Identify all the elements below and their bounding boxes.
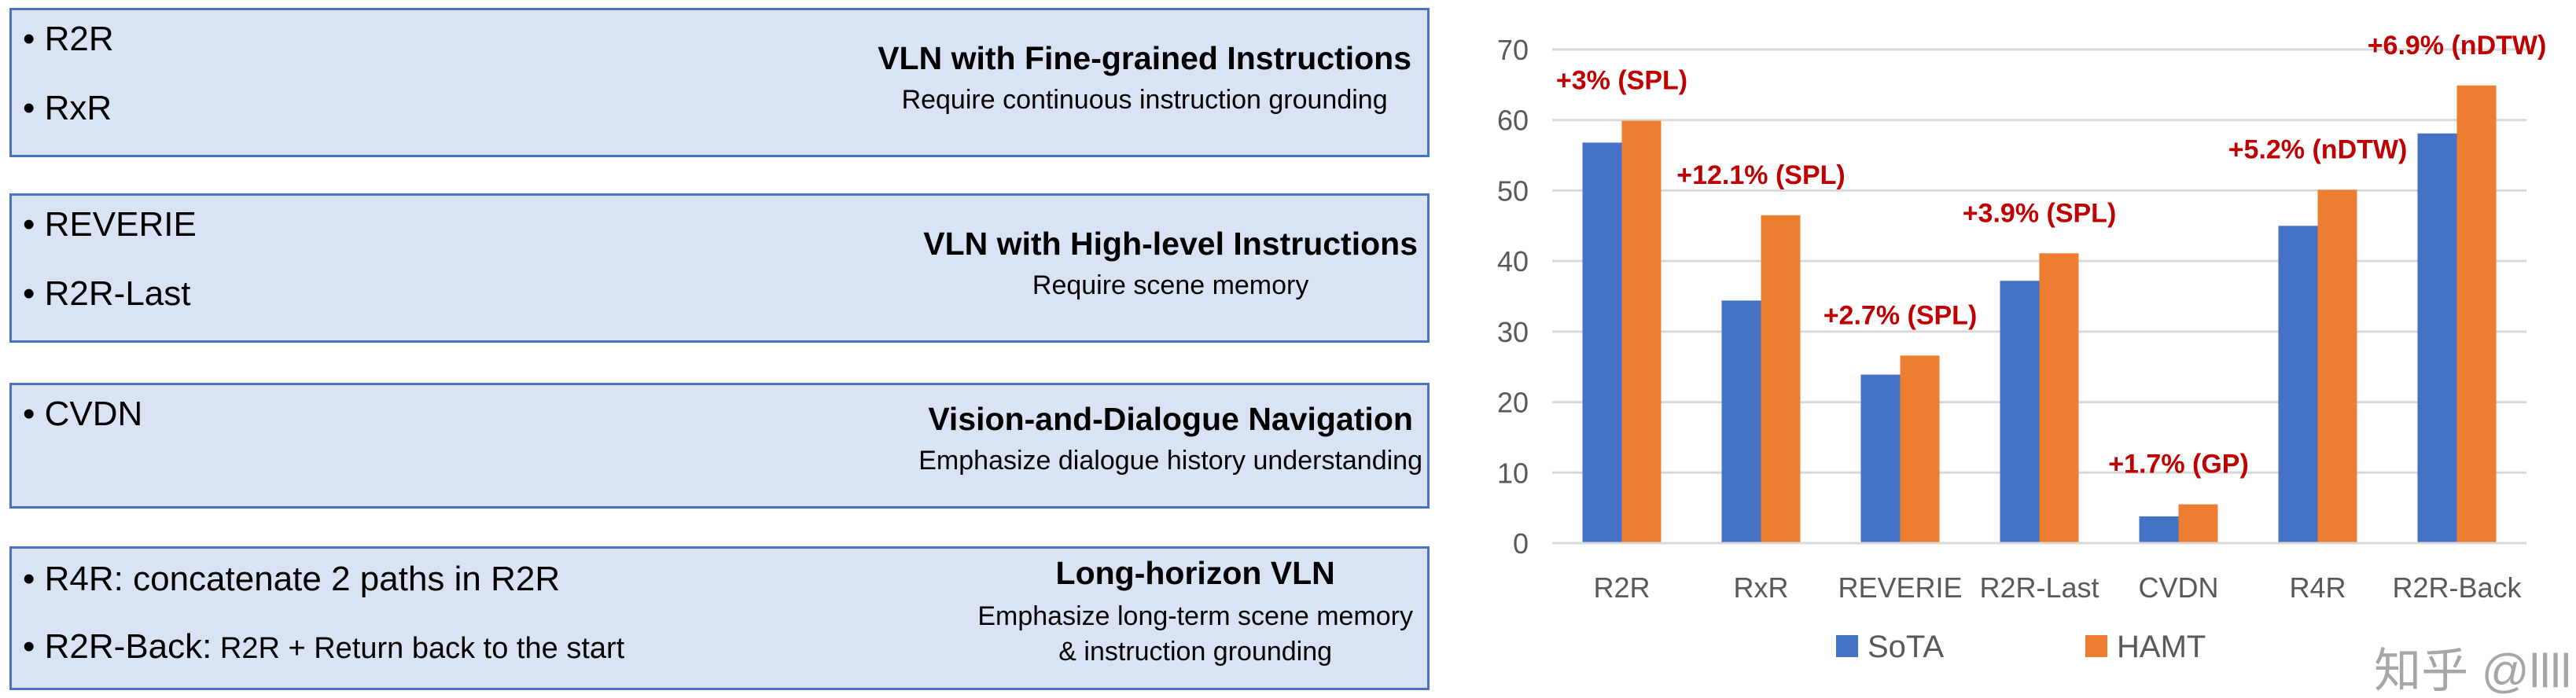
category-title: Long-horizon VLN bbox=[1055, 555, 1335, 591]
panel-high-level: REVERIE R2R-Last VLN with High-level Ins… bbox=[9, 193, 1430, 343]
x-tick-label: R4R bbox=[2289, 571, 2346, 604]
bar-sota bbox=[1860, 374, 1901, 543]
legend-swatch-hamt bbox=[2085, 635, 2107, 657]
y-tick-label: 30 bbox=[1497, 316, 1529, 348]
dataset-item: RxR bbox=[23, 89, 112, 128]
bar-sota bbox=[1721, 300, 1761, 543]
category-title: VLN with Fine-grained Instructions bbox=[878, 40, 1411, 76]
bar-sota bbox=[2278, 226, 2318, 543]
dataset-item: R2R bbox=[23, 20, 114, 59]
bar-sota bbox=[2417, 133, 2457, 543]
improvement-label: +6.9% (nDTW) bbox=[2368, 31, 2547, 61]
panel-fine-grained: R2R RxR VLN with Fine-grained Instructio… bbox=[9, 8, 1430, 157]
legend-label: SoTA bbox=[1868, 630, 1944, 664]
dataset-item: R2R-Last bbox=[23, 274, 191, 314]
dataset-name: R2R-Back: bbox=[44, 627, 212, 666]
category-title: Vision-and-Dialogue Navigation bbox=[928, 401, 1413, 437]
category-block: VLN with Fine-grained Instructions Requi… bbox=[878, 40, 1411, 116]
bar-hamt bbox=[1761, 215, 1801, 543]
category-title: VLN with High-level Instructions bbox=[923, 226, 1418, 262]
bar-sota bbox=[1582, 142, 1622, 543]
bar-hamt bbox=[2456, 85, 2497, 544]
dataset-desc: R2R + Return back to the start bbox=[212, 632, 625, 665]
x-tick-label: R2R-Last bbox=[1979, 571, 2099, 604]
panel-dialogue: CVDN Vision-and-Dialogue Navigation Emph… bbox=[9, 383, 1430, 509]
improvement-label: +12.1% (SPL) bbox=[1676, 160, 1845, 190]
improvement-label: +1.7% (GP) bbox=[2108, 450, 2249, 479]
improvement-label: +3% (SPL) bbox=[1556, 66, 1687, 96]
dataset-name: R4R: bbox=[44, 560, 123, 598]
bar-hamt bbox=[1621, 120, 1662, 543]
category-subtitle: Require scene memory bbox=[1032, 270, 1309, 300]
y-tick-label: 0 bbox=[1513, 527, 1529, 560]
y-tick-label: 50 bbox=[1497, 174, 1529, 207]
bar-sota bbox=[2000, 281, 2040, 543]
dataset-item: CVDN bbox=[23, 395, 143, 434]
y-tick-label: 70 bbox=[1497, 34, 1529, 66]
legend-label: HAMT bbox=[2117, 630, 2206, 664]
category-subtitle: Emphasize long-term scene memory bbox=[977, 601, 1413, 631]
dataset-item: R4R: concatenate 2 paths in R2R bbox=[23, 560, 561, 599]
watermark: 知乎 @llll bbox=[2374, 645, 2571, 697]
x-tick-label: R2R-Back bbox=[2392, 571, 2522, 604]
category-block: Long-horizon VLN Emphasize long-term sce… bbox=[977, 555, 1413, 667]
x-tick-label: CVDN bbox=[2138, 571, 2218, 604]
improvement-label: +3.9% (SPL) bbox=[1963, 198, 2117, 228]
category-subtitle: & instruction grounding bbox=[1058, 637, 1333, 667]
bar-hamt bbox=[1900, 355, 1940, 543]
dataset-item: REVERIE bbox=[23, 205, 197, 244]
y-tick-label: 10 bbox=[1497, 457, 1529, 489]
bar-hamt bbox=[2317, 189, 2357, 543]
x-tick-label: RxR bbox=[1734, 571, 1789, 604]
y-tick-label: 40 bbox=[1497, 245, 1529, 277]
bar-chart: 0 10 20 30 40 50 60 70 R2R +3% (SPL) RxR +12.1% (SP… bbox=[1497, 31, 2571, 697]
category-block: Vision-and-Dialogue Navigation Emphasize… bbox=[918, 401, 1422, 476]
dataset-item: R2R-Back: R2R + Return back to the start bbox=[23, 627, 625, 667]
y-tick-label: 60 bbox=[1497, 105, 1529, 137]
improvement-label: +2.7% (SPL) bbox=[1823, 300, 1978, 330]
category-subtitle: Emphasize dialogue history understanding bbox=[918, 446, 1422, 476]
category-block: VLN with High-level Instructions Require… bbox=[923, 226, 1418, 301]
category-subtitle: Require continuous instruction grounding bbox=[901, 85, 1388, 115]
bar-hamt bbox=[2178, 504, 2218, 543]
bar-sota bbox=[2139, 516, 2179, 543]
x-tick-label: REVERIE bbox=[1838, 571, 1962, 604]
dataset-desc: concatenate 2 paths in R2R bbox=[123, 560, 561, 598]
bar-hamt bbox=[2039, 253, 2079, 543]
legend-swatch-sota bbox=[1836, 635, 1858, 657]
y-tick-label: 20 bbox=[1497, 387, 1529, 419]
x-tick-label: R2R bbox=[1593, 571, 1650, 604]
improvement-label: +5.2% (nDTW) bbox=[2228, 135, 2408, 165]
panel-long-horizon: R4R: concatenate 2 paths in R2R R2R-Back… bbox=[9, 546, 1430, 690]
